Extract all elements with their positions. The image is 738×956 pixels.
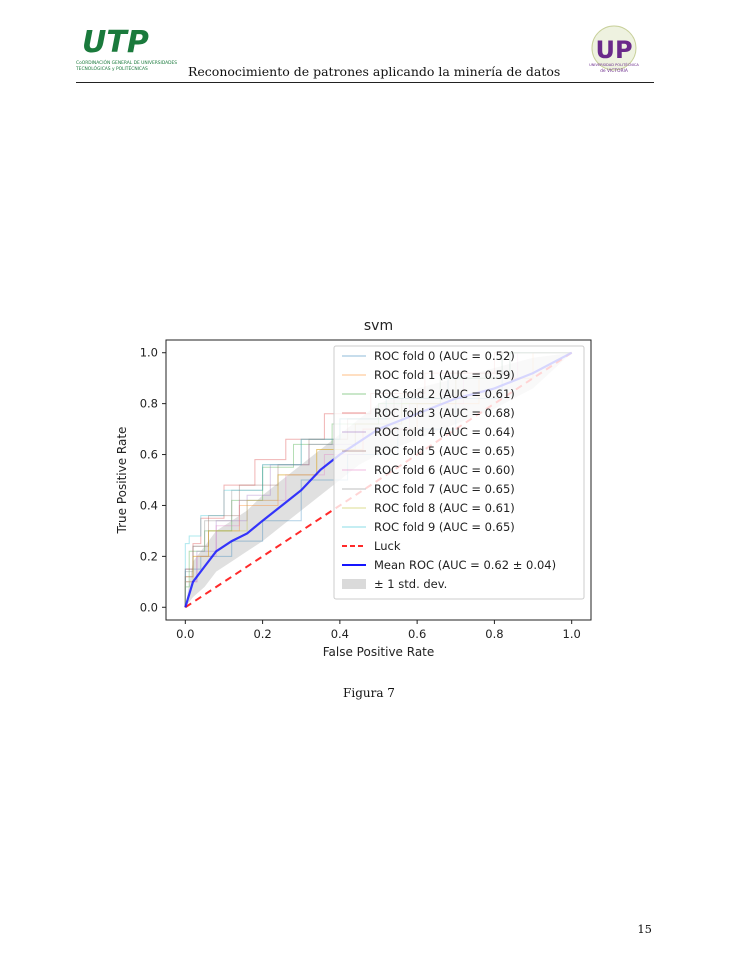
utp-logo-subtext-1: CoORDINACIÓN GENERAL DE UNIVERSIDADES	[76, 59, 177, 66]
legend-label: ROC fold 5 (AUC = 0.65)	[374, 444, 515, 458]
x-tick-label: 0.6	[408, 627, 426, 641]
legend-label: ROC fold 4 (AUC = 0.64)	[374, 425, 515, 439]
legend-swatch	[342, 579, 366, 589]
y-tick-label: 0.0	[140, 600, 158, 614]
x-tick-label: 1.0	[563, 627, 581, 641]
header-rule	[76, 82, 654, 83]
y-tick-label: 1.0	[140, 346, 158, 360]
legend-label: ROC fold 3 (AUC = 0.68)	[374, 406, 515, 420]
legend-label: ± 1 std. dev.	[374, 577, 447, 591]
roc-chart: svm 0.0 0.0 0.2 0.2 0.4 0.4 0.6 0.6 0.8 0.8 1.0 1.0 F…	[115, 318, 592, 659]
x-tick-label: 0.8	[485, 627, 503, 641]
legend-label: ROC fold 2 (AUC = 0.61)	[374, 387, 515, 401]
up-logo-mark: UP	[595, 36, 632, 64]
x-axis-label: False Positive Rate	[323, 645, 435, 659]
y-tick-label: 0.8	[140, 397, 158, 411]
legend-label: ROC fold 8 (AUC = 0.61)	[374, 501, 515, 515]
legend-frame	[333, 345, 585, 600]
plot-frame	[165, 339, 592, 621]
x-tick-label: 0.2	[253, 627, 271, 641]
y-tick-label: 0.6	[140, 448, 158, 462]
legend-label: Luck	[374, 539, 401, 553]
utp-logo: UTP CoORDINACIÓN GENERAL DE UNIVERSIDADE…	[76, 25, 177, 72]
x-tick-label: 0.0	[176, 627, 194, 641]
legend-label: Mean ROC (AUC = 0.62 ± 0.04)	[374, 558, 556, 572]
legend-label: ROC fold 9 (AUC = 0.65)	[374, 520, 515, 534]
y-tick-label: 0.4	[140, 498, 158, 512]
up-logo-subtext-1: UNIVERSIDAD POLITÉCNICA	[589, 62, 639, 67]
legend-label: ROC fold 6 (AUC = 0.60)	[374, 463, 515, 477]
legend-label: ROC fold 1 (AUC = 0.59)	[374, 368, 515, 382]
page-number: 15	[637, 922, 652, 936]
legend-label: ROC fold 7 (AUC = 0.65)	[374, 482, 515, 496]
y-tick-label: 0.2	[140, 549, 158, 563]
y-axis-label: True Positive Rate	[115, 427, 129, 535]
up-logo-subtext-2: de VICTORIA	[600, 68, 628, 74]
utp-logo-mark: UTP	[82, 25, 149, 60]
up-victoria-logo: UP UNIVERSIDAD POLITÉCNICA de VICTORIA	[589, 25, 639, 74]
figure-caption: Figura 7	[343, 686, 395, 700]
page-header: UTP CoORDINACIÓN GENERAL DE UNIVERSIDADE…	[76, 22, 654, 84]
up-logo-ring	[591, 25, 637, 71]
header-title: Reconocimiento de patrones aplicando la …	[188, 64, 561, 79]
chart-legend: ROC fold 0 (AUC = 0.52) ROC fold 1 (AUC =…	[333, 345, 585, 600]
legend-label: ROC fold 0 (AUC = 0.52)	[374, 349, 515, 363]
chart-title: svm	[364, 318, 393, 334]
utp-logo-subtext-2: TECNOLÓGICAS y POLITÉCNICAS	[76, 64, 148, 72]
x-tick-label: 0.4	[331, 627, 349, 641]
